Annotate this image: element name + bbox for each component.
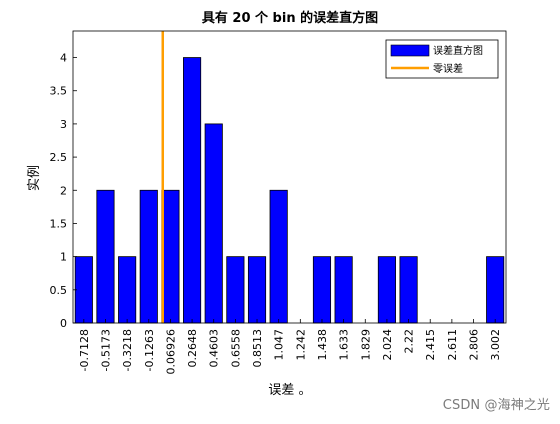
y-tick-labels: 0 0.5 1 1.5 2 2.5 3 3.5 4: [50, 52, 77, 330]
y-tick-label: 1.5: [50, 217, 68, 230]
histogram-bar: [312, 256, 332, 324]
legend-label-zero-error: 零误差: [433, 62, 463, 75]
x-tick-labels: -0.7128 -0.5173 -0.3218 -0.1263 0.06926 0.264…: [78, 319, 502, 375]
legend: 误差直方图 零误差: [385, 39, 499, 79]
x-tick-label: -0.3218: [121, 329, 134, 371]
x-tick-label: 0.8513: [251, 329, 264, 368]
x-tick-label: 1.829: [359, 329, 372, 361]
histogram-bar: [183, 57, 202, 324]
x-tick-label: 1.242: [294, 329, 307, 361]
x-tick-label: 1.047: [273, 329, 286, 361]
x-tick-label: 1.438: [316, 329, 329, 361]
histogram-bar: [74, 256, 93, 324]
legend-swatch-histogram: [390, 44, 430, 57]
x-tick-label: -0.5173: [99, 329, 112, 371]
y-tick-label: 3.5: [50, 85, 68, 98]
histogram-bar: [118, 256, 137, 324]
histogram-bar: [247, 256, 267, 324]
y-tick-label: 2.5: [50, 151, 68, 164]
watermark: CSDN @海神之光: [442, 398, 550, 413]
histogram-bar: [486, 256, 505, 324]
x-tick-label: 1.633: [338, 329, 351, 361]
y-tick-label: 3: [60, 118, 67, 131]
legend-label-histogram: 误差直方图: [433, 44, 483, 57]
x-tick-label: 2.024: [381, 329, 394, 361]
x-tick-label: 0.2648: [186, 329, 199, 368]
y-tick-label: 0.5: [50, 284, 68, 297]
histogram-bar: [226, 256, 245, 324]
y-axis-label: 实例: [27, 165, 42, 191]
chart-title: 具有 20 个 bin 的误差直方图: [202, 10, 378, 26]
x-tick-label: -0.7128: [78, 329, 91, 371]
x-tick-label: 0.6558: [229, 329, 242, 368]
histogram-bar: [161, 189, 180, 324]
histogram-bar: [96, 189, 115, 324]
axes-box: [72, 30, 507, 324]
y-tick-label: 4: [60, 52, 67, 65]
y-tick-label: 0: [60, 317, 67, 330]
x-tick-label: 2.611: [446, 329, 459, 361]
x-tick-label: 2.22: [403, 329, 416, 354]
x-tick-label: 0.4603: [208, 329, 221, 368]
histogram-bar: [377, 256, 396, 324]
x-tick-label: 0.06926: [164, 329, 177, 375]
x-tick-label: 2.415: [424, 329, 437, 361]
x-tick-label: -0.1263: [143, 329, 156, 371]
x-axis-label: 误差 。: [268, 383, 311, 398]
y-tick-label: 2: [60, 184, 67, 197]
histogram-bar: [204, 123, 223, 324]
bars-group: [74, 57, 505, 324]
histogram-bar: [269, 189, 288, 324]
x-tick-label: 2.806: [468, 329, 481, 361]
histogram-bar: [399, 256, 418, 324]
histogram-bar: [334, 256, 353, 324]
y-tick-label: 1: [60, 251, 67, 264]
x-tick-label: 3.002: [489, 329, 502, 361]
histogram-bar: [139, 189, 158, 324]
